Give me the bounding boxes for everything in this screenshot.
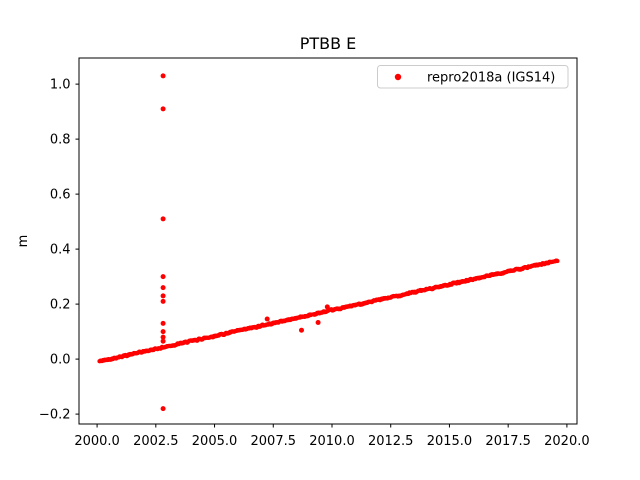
x-tick-label: 2007.5 — [251, 434, 297, 449]
outlier-point — [160, 329, 166, 335]
outlier-point — [324, 304, 330, 310]
outlier-point — [315, 320, 321, 325]
y-axis-label: m — [16, 235, 31, 248]
outlier-point — [160, 334, 166, 340]
outlier-point — [264, 316, 270, 322]
y-tick-label: 1.0 — [50, 78, 71, 93]
x-tick-label: 2010.0 — [309, 434, 355, 449]
outlier-point — [160, 106, 166, 112]
x-axis-ticks: 2000.0 2002.5 2005.0 2007.5 2010.0 2012.5 2015… — [74, 424, 590, 449]
outlier-point — [160, 298, 166, 304]
legend-label: repro2018a (IGS14) — [427, 71, 555, 86]
x-tick-label: 2012.5 — [368, 434, 414, 449]
outlier-point — [160, 216, 166, 222]
x-tick-label: 2015.0 — [427, 434, 473, 449]
scatter-series — [97, 73, 560, 412]
y-tick-label: 0.4 — [50, 243, 71, 258]
y-tick-label: −0.2 — [39, 408, 71, 423]
x-tick-label: 2020.0 — [544, 434, 590, 449]
outlier-point — [299, 327, 304, 333]
outlier-point — [160, 293, 166, 299]
x-tick-label: 2017.5 — [485, 434, 531, 449]
outlier-point — [160, 73, 166, 79]
legend-marker-icon — [394, 73, 402, 81]
outlier-point — [160, 406, 166, 412]
y-tick-label: 0.6 — [50, 188, 71, 203]
outlier-point — [160, 274, 166, 280]
chart-title: PTBB E — [300, 34, 357, 53]
y-tick-label: 0.8 — [50, 133, 71, 148]
legend: repro2018a (IGS14) — [377, 65, 569, 89]
x-tick-label: 2005.0 — [192, 434, 238, 449]
y-tick-label: 0.0 — [50, 353, 71, 368]
outlier-point — [160, 285, 166, 291]
legend-box — [377, 65, 569, 89]
y-axis-ticks: −0.2 0.0 0.2 0.4 0.6 0.8 1.0 — [39, 78, 79, 423]
data-point — [555, 259, 560, 263]
x-tick-label: 2002.5 — [133, 434, 179, 449]
axes-frame — [78, 57, 578, 425]
outlier-point — [160, 338, 166, 344]
x-tick-label: 2000.0 — [74, 434, 120, 449]
outlier-point — [160, 320, 166, 326]
y-tick-label: 0.2 — [50, 298, 71, 313]
